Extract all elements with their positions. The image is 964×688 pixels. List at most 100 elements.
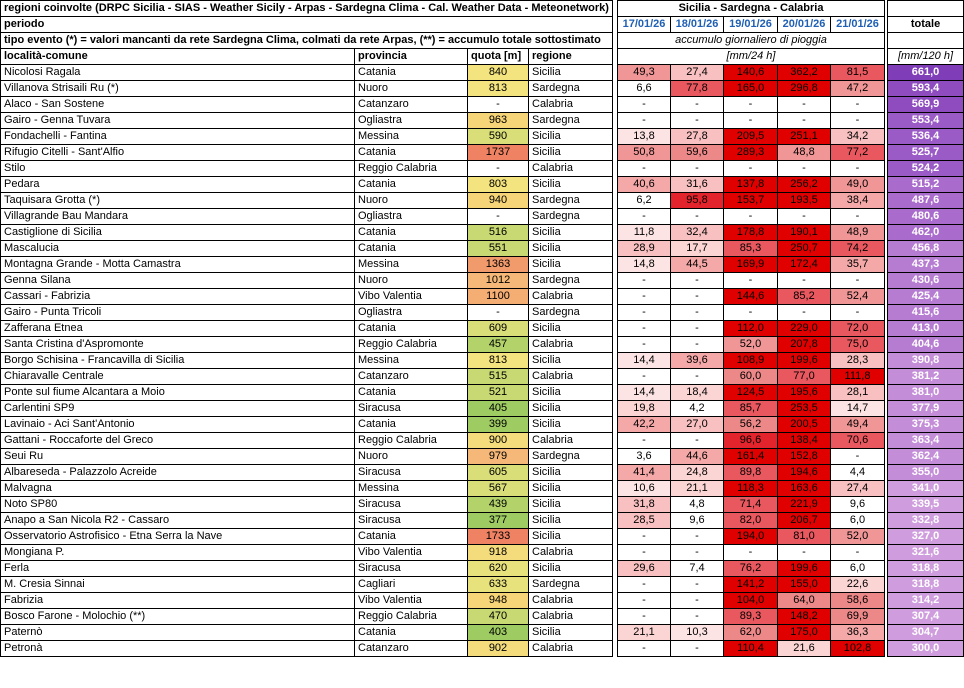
quota-cell: 1737 [467,144,529,161]
daily-rain-cell: - [617,592,671,609]
regione-cell: Calabria [528,288,613,305]
daily-rain-cell: - [617,432,671,449]
table-row: Nicolosi Ragala Catania 840 Sicilia 49,3 27,4… [0,64,964,81]
table-row: Villagrande Bau Mandara Ogliastra - Sardegn… [0,208,964,225]
daily-rain-cell: - [617,96,671,113]
date-header: 20/01/26 [777,16,831,33]
regione-cell: Sicilia [528,528,613,545]
station-name: Pedara [0,176,355,193]
daily-rain-cell: - [670,288,724,305]
daily-rain-cell: 250,7 [777,240,831,257]
quota-cell: - [467,160,529,177]
daily-rain-cell: 60,0 [723,368,778,385]
regione-cell: Calabria [528,640,613,657]
station-name: Santa Cristina d'Aspromonte [0,336,355,353]
date-header: 21/01/26 [829,16,886,33]
regione-cell: Sicilia [528,464,613,481]
quota-cell: 521 [467,384,529,401]
total-rain-cell: 307,4 [887,608,964,625]
daily-rain-cell: 21,1 [617,624,671,641]
daily-rain-cell: - [617,160,671,177]
station-name: Villanova Strisaili Ru (*) [0,80,355,97]
daily-rain-cell: 28,1 [829,384,886,401]
daily-rain-cell: - [777,96,831,113]
table-row: Osservatorio Astrofisico - Etna Serra la… [0,528,964,545]
daily-rain-cell: - [777,160,831,177]
total-rain-cell: 300,0 [887,640,964,657]
daily-rain-cell: 9,6 [670,512,724,529]
total-rain-cell: 430,6 [887,272,964,289]
daily-rain-cell: 44,5 [670,256,724,273]
daily-rain-cell: 34,2 [829,128,886,145]
station-name: Mongiana P. [0,544,355,561]
daily-rain-cell: 148,2 [777,608,831,625]
daily-rain-cell: - [670,160,724,177]
quota-cell: - [467,208,529,225]
regione-cell: Sicilia [528,480,613,497]
daily-rain-cell: 207,8 [777,336,831,353]
daily-rain-cell: 6,0 [829,512,886,529]
total-rain-cell: 593,4 [887,80,964,97]
daily-rain-cell: 85,2 [777,288,831,305]
daily-rain-cell: 3,6 [617,448,671,465]
quota-cell: 900 [467,432,529,449]
daily-rain-cell: - [777,544,831,561]
total-rain-cell: 377,9 [887,400,964,417]
table-row: Montagna Grande - Motta Camastra Messina 1… [0,256,964,273]
regione-cell: Sardegna [528,304,613,321]
daily-rain-cell: 31,6 [670,176,724,193]
unit-day: [mm/24 h] [616,48,886,65]
daily-rain-cell: - [670,272,724,289]
table-row: Bosco Farone - Molochio (**) Reggio Calab… [0,608,964,625]
table-title: regioni coinvolte (DRPC Sicilia - SIAS -… [0,0,613,17]
daily-rain-cell: - [670,640,724,657]
daily-rain-cell: 10,3 [670,624,724,641]
table-row: Genna Silana Nuoro 1012 Sardegna - - - - -430,6 [0,272,964,289]
regione-cell: Sicilia [528,64,613,81]
total-rain-cell: 304,7 [887,624,964,641]
daily-rain-cell: 89,3 [723,608,778,625]
daily-rain-cell: 14,7 [829,400,886,417]
total-rain-cell: 314,2 [887,592,964,609]
daily-rain-cell: 209,5 [723,128,778,145]
provincia-cell: Nuoro [354,192,468,209]
provincia-cell: Siracusa [354,512,468,529]
quota-cell: 633 [467,576,529,593]
quota-cell: 813 [467,352,529,369]
daily-rain-cell: 62,0 [723,624,778,641]
total-rain-cell: 327,0 [887,528,964,545]
quota-cell: 1012 [467,272,529,289]
regione-cell: Sicilia [528,128,613,145]
quota-cell: 1100 [467,288,529,305]
quota-cell: 813 [467,80,529,97]
total-rain-cell: 355,0 [887,464,964,481]
table-row: Borgo Schisina - Francavilla di Sicilia M… [0,352,964,369]
daily-rain-cell: - [617,320,671,337]
provincia-cell: Vibo Valentia [354,288,468,305]
daily-rain-cell: 52,0 [723,336,778,353]
regione-cell: Sicilia [528,144,613,161]
daily-rain-cell: - [723,304,778,321]
provincia-cell: Catania [354,624,468,641]
regione-cell: Sicilia [528,224,613,241]
daily-rain-cell: 7,4 [670,560,724,577]
daily-rain-cell: 199,6 [777,560,831,577]
total-rain-cell: 321,6 [887,544,964,561]
daily-rain-cell: 27,8 [670,128,724,145]
table-row: Gairo - Genna Tuvara Ogliastra 963 Sardegna… [0,112,964,129]
regione-cell: Sicilia [528,320,613,337]
provincia-cell: Catania [354,64,468,81]
daily-rain-cell: 153,7 [723,192,778,209]
daily-rain-cell: 362,2 [777,64,831,81]
daily-rain-cell: - [723,208,778,225]
daily-rain-cell: 24,8 [670,464,724,481]
table-row: Zafferana Etnea Catania 609 Sicilia - -112,0 2… [0,320,964,337]
quota-cell: 470 [467,608,529,625]
regione-cell: Sicilia [528,416,613,433]
station-name: Gairo - Genna Tuvara [0,112,355,129]
daily-rain-cell: 95,8 [670,192,724,209]
provincia-cell: Ogliastra [354,208,468,225]
daily-rain-cell: 27,4 [829,480,886,497]
table-row: Taquisara Grotta (*) Nuoro 940 Sardegna 6,2 9… [0,192,964,209]
total-rain-cell: 332,8 [887,512,964,529]
